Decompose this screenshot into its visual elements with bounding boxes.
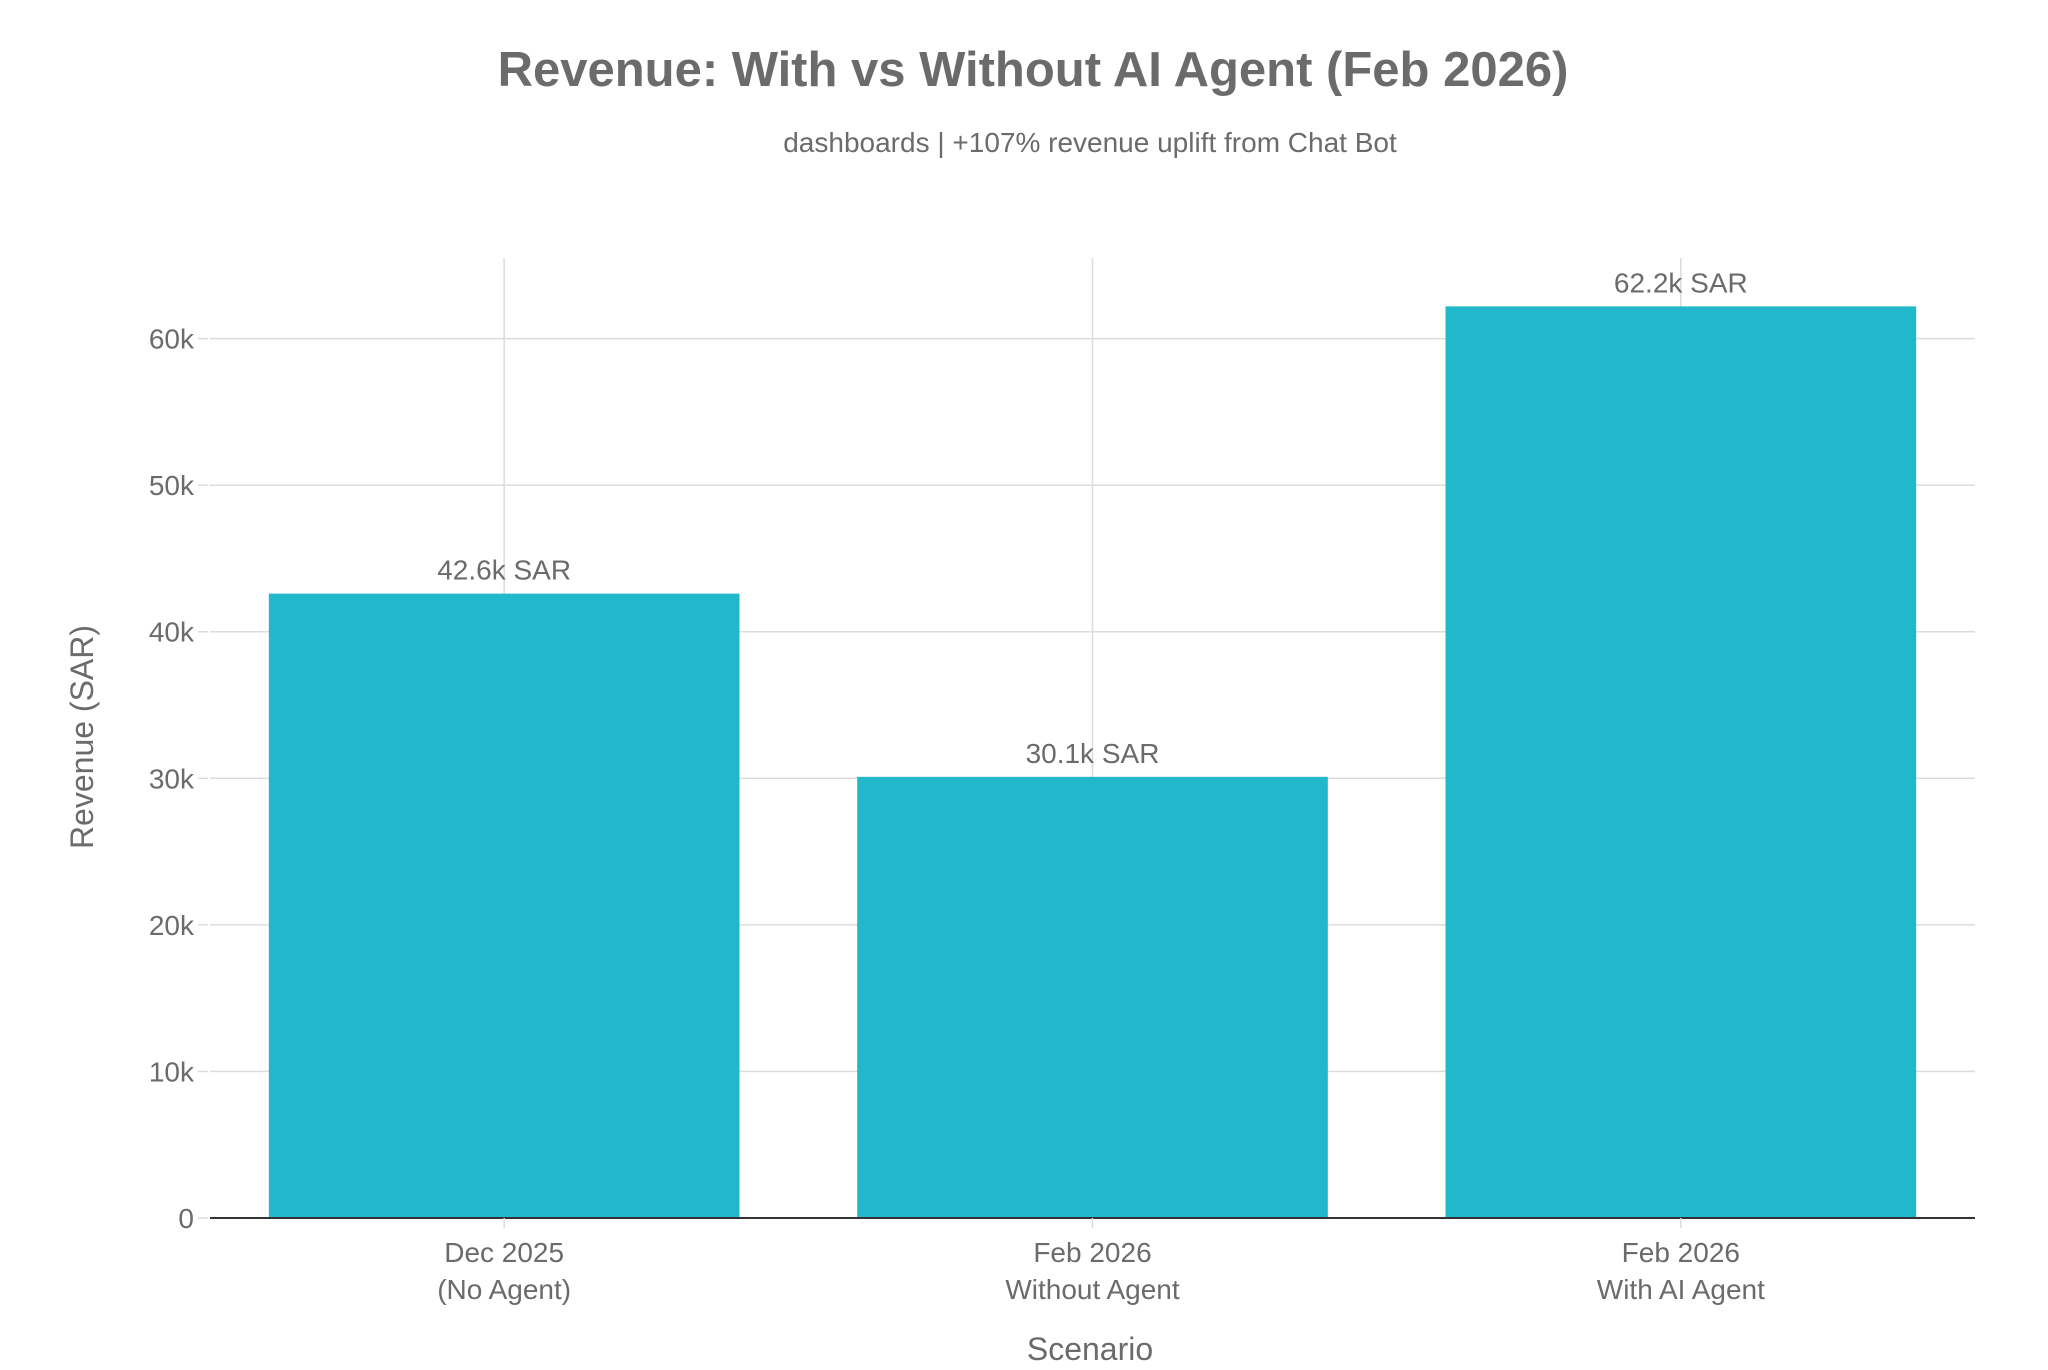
bar: [857, 776, 1328, 1218]
labels-layer: 42.6k SAR 30.1k SAR 62.2k SAR: [437, 267, 1748, 768]
y-tick-label: 50k: [149, 470, 195, 501]
bar-data-label: 62.2k SAR: [1614, 267, 1748, 298]
x-tick-label: Dec 2025: [444, 1237, 564, 1268]
bar-data-label: 30.1k SAR: [1026, 738, 1160, 769]
bar-data-label: 42.6k SAR: [437, 555, 571, 586]
x-tick-label: Feb 2026: [1033, 1237, 1151, 1268]
bar: [268, 593, 740, 1218]
x-tick-label: Feb 2026: [1622, 1237, 1740, 1268]
chart-subtitle: dashboards | +107% revenue uplift from C…: [783, 127, 1397, 158]
x-tick-label: (No Agent): [437, 1274, 571, 1305]
y-tick-label: 60k: [149, 324, 195, 355]
axis-layer: 0 10k 20k 30k 40k 50k 60k Dec 2025 (No Agent) Feb…: [149, 324, 1975, 1305]
x-tick-label: With AI Agent: [1597, 1274, 1765, 1305]
y-tick-label: 20k: [149, 910, 195, 941]
bars-layer: [268, 306, 1917, 1218]
y-tick-label: 30k: [149, 763, 195, 794]
x-tick-label: Without Agent: [1005, 1274, 1180, 1305]
x-axis-title: Scenario: [1027, 1331, 1153, 1365]
y-tick-label: 10k: [149, 1056, 195, 1087]
y-tick-label: 0: [178, 1203, 194, 1234]
y-axis-title: Revenue (SAR): [64, 625, 100, 849]
chart-title: Revenue: With vs Without AI Agent (Feb 2…: [498, 43, 1569, 97]
bar: [1445, 306, 1917, 1218]
y-tick-label: 40k: [149, 617, 195, 648]
